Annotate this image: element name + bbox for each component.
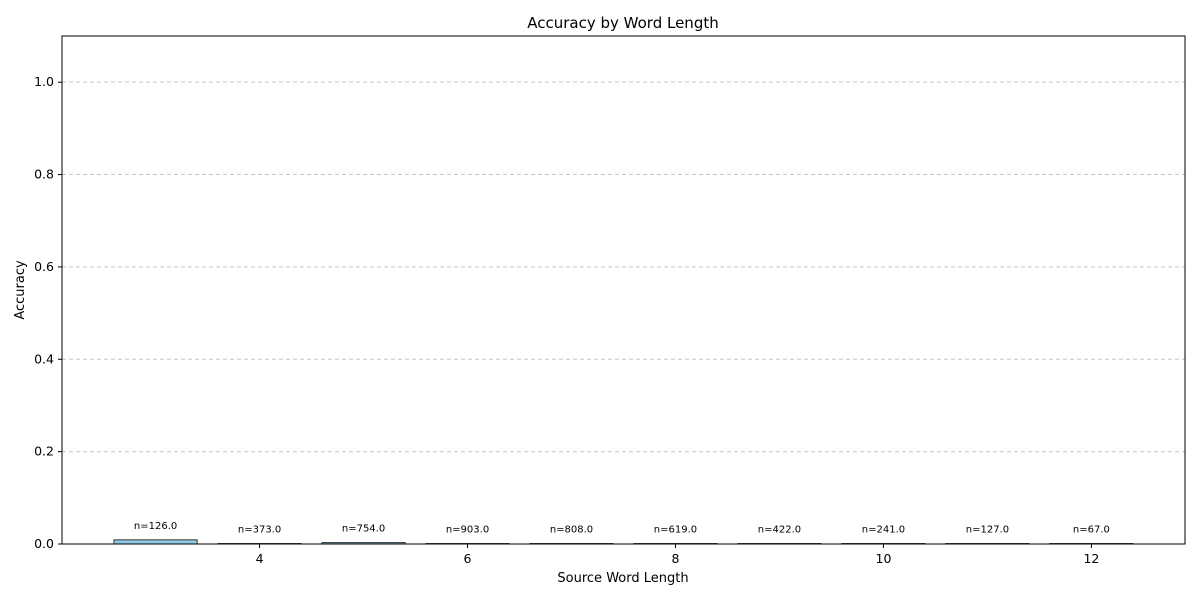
data-label: n=67.0 — [1073, 525, 1110, 536]
x-tick-label: 12 — [1083, 551, 1099, 566]
data-label: n=422.0 — [758, 525, 801, 536]
x-tick-label: 4 — [256, 551, 264, 566]
plot-frame — [61, 35, 1186, 545]
x-tick-label: 8 — [672, 551, 680, 566]
y-tick-label: 0.4 — [34, 351, 54, 366]
chart-title: Accuracy by Word Length — [527, 14, 718, 32]
data-label: n=127.0 — [966, 525, 1009, 536]
data-label: n=373.0 — [238, 525, 281, 536]
bars — [113, 539, 1134, 545]
grid-lines — [62, 81, 1185, 453]
y-axis-label: Accuracy — [13, 260, 28, 320]
y-tick-label: 0.6 — [34, 259, 54, 274]
y-tick-label: 0.2 — [34, 444, 54, 459]
y-axis-ticks: 0.0 0.2 0.4 0.6 0.8 1.0 — [34, 74, 62, 551]
data-labels: n=126.0 n=373.0 n=754.0 n=903.0 n=808.0 n=619… — [134, 521, 1110, 536]
data-label: n=754.0 — [342, 524, 385, 535]
y-tick-label: 0.8 — [34, 167, 54, 182]
y-tick-label: 1.0 — [34, 74, 54, 89]
x-tick-label: 10 — [876, 551, 892, 566]
bar — [113, 539, 198, 545]
data-label: n=808.0 — [550, 525, 593, 536]
data-label: n=241.0 — [862, 525, 905, 536]
data-label: n=619.0 — [654, 525, 697, 536]
data-label: n=903.0 — [446, 525, 489, 536]
y-tick-label: 0.0 — [34, 536, 54, 551]
data-label: n=126.0 — [134, 521, 177, 532]
x-axis-ticks: 4 6 8 10 12 — [256, 544, 1099, 566]
x-axis-label: Source Word Length — [557, 571, 688, 586]
x-tick-label: 6 — [464, 551, 472, 566]
